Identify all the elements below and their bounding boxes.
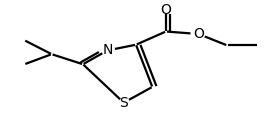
Text: S: S [119, 96, 128, 110]
Text: N: N [102, 43, 113, 57]
Text: O: O [160, 3, 171, 17]
Text: O: O [193, 27, 204, 41]
